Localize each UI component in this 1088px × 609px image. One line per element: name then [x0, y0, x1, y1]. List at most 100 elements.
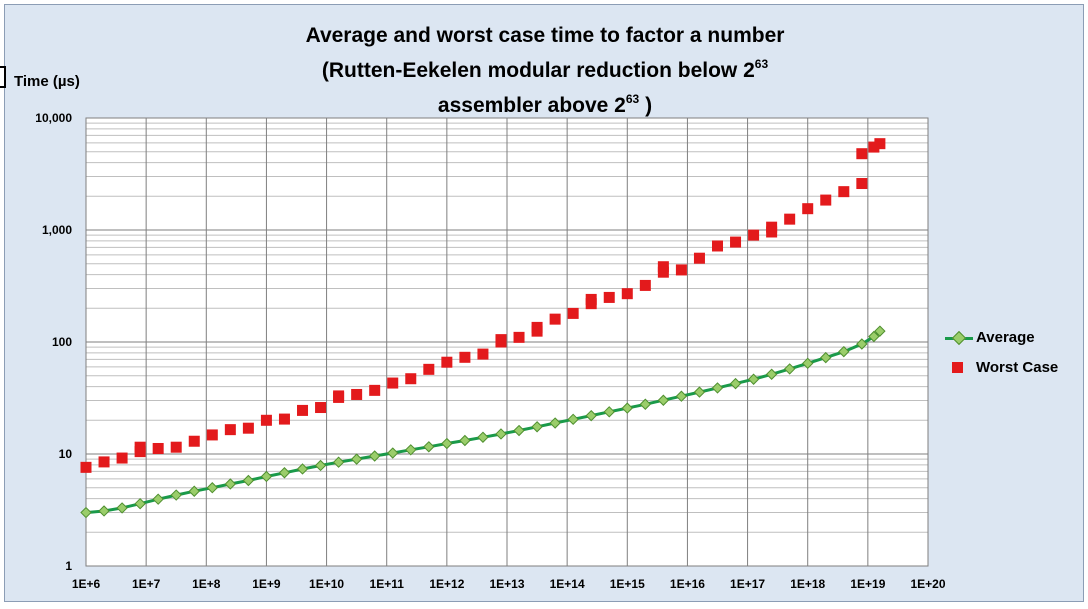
legend-item-average: Average: [945, 326, 1075, 356]
x-tick-label: 1E+10: [309, 577, 344, 591]
legend-label-average: Average: [976, 329, 1035, 346]
worst-case-point: [802, 203, 814, 215]
selection-handle: [0, 66, 6, 88]
worst-case-point: [405, 373, 417, 385]
y-axis-label: Time (µs): [14, 73, 80, 90]
grid: [85, 117, 929, 567]
average-point: [783, 363, 796, 375]
average-point: [765, 368, 778, 380]
worst-case-point: [477, 348, 489, 360]
average-point: [170, 489, 182, 501]
x-tick-label: 1E+15: [610, 577, 645, 591]
worst-case-point: [206, 429, 218, 441]
worst-case-point: [134, 441, 146, 453]
average-point: [206, 482, 219, 494]
worst-case-point: [856, 178, 868, 190]
worst-case-point: [369, 384, 381, 396]
average-point: [549, 417, 561, 429]
x-tick-label: 1E+19: [850, 577, 885, 591]
worst-case-point: [766, 226, 778, 238]
average-point: [838, 345, 850, 358]
worst-case-point: [513, 331, 525, 343]
worst-case-point: [423, 363, 435, 375]
x-tick-label: 1E+9: [252, 577, 281, 591]
average-point: [639, 398, 652, 410]
average-point: [856, 338, 868, 350]
average-point: [585, 409, 597, 422]
average-point: [477, 431, 489, 443]
worst-case-point: [838, 186, 850, 198]
worst-case-point: [639, 279, 651, 291]
worst-case-point: [315, 402, 327, 414]
average-point: [116, 502, 128, 514]
title-line-2: (Rutten-Eekelen modular reduction below …: [321, 57, 769, 82]
average-point: [350, 453, 363, 465]
worst-case-point: [98, 456, 110, 468]
y-tick-label: 1,000: [42, 223, 72, 237]
y-tick-label: 1: [65, 559, 72, 573]
worst-case-point: [712, 240, 723, 252]
worst-case-point: [657, 261, 669, 273]
average-point: [188, 485, 200, 497]
average-point: [657, 394, 670, 406]
average-point: [242, 474, 255, 487]
average-point: [513, 424, 525, 437]
legend: Average Worst Case: [945, 326, 1075, 386]
worst-case-point: [278, 413, 290, 425]
worst-case-point: [80, 461, 92, 473]
average-point: [531, 421, 543, 433]
worst-case-point: [224, 424, 236, 436]
average-point: [80, 506, 92, 519]
average-point: [874, 325, 886, 337]
x-tick-label: 1E+7: [132, 577, 161, 591]
chart-title: Average and worst case time to factor a …: [240, 22, 850, 120]
worst-case-point: [868, 141, 880, 153]
average-point: [332, 456, 345, 468]
worst-case-point: [495, 334, 507, 346]
worst-case-point: [820, 194, 832, 206]
worst-case-point: [784, 213, 796, 225]
average-point: [368, 450, 381, 462]
average-point: [621, 402, 633, 414]
worst-case-point: [333, 390, 345, 402]
average-point: [314, 459, 327, 472]
average-point: [820, 351, 832, 364]
average-point: [260, 470, 273, 483]
x-tick-label: 1E+16: [670, 577, 705, 591]
average-point: [567, 413, 579, 426]
worst-case-point: [531, 321, 543, 333]
average-point: [711, 382, 724, 394]
average-point: [729, 377, 742, 390]
worst-case-point: [856, 148, 868, 160]
worst-case-point: [260, 414, 272, 426]
worst-case-point: [441, 356, 453, 368]
x-tick-label: 1E+6: [72, 577, 101, 591]
average-series-line: [85, 329, 881, 515]
worst-case-point: [748, 229, 760, 241]
worst-case-point: [387, 377, 399, 389]
worst-case-point: [567, 307, 579, 319]
y-tick-label: 10: [59, 447, 73, 461]
average-point: [224, 478, 237, 490]
average-point: [296, 463, 309, 475]
square-marker-icon: [952, 362, 963, 373]
x-tick-label: 1E+12: [429, 577, 464, 591]
average-point: [459, 434, 471, 447]
average-point: [603, 406, 615, 418]
worst-case-point: [459, 351, 471, 363]
average-point: [693, 386, 706, 398]
worst-case-point: [549, 313, 561, 325]
worst-case-point: [621, 288, 633, 300]
average-point: [405, 444, 417, 456]
worst-case-point: [693, 252, 705, 264]
worst-case-point: [603, 291, 615, 303]
average-point: [423, 441, 435, 453]
worst-case-point: [351, 388, 363, 400]
x-tick-label: 1E+13: [489, 577, 524, 591]
worst-case-point: [116, 452, 128, 464]
average-point: [134, 497, 146, 510]
title-line-3: assembler above 263 ): [437, 92, 653, 117]
average-point: [747, 373, 760, 385]
plot-border: [85, 117, 929, 567]
